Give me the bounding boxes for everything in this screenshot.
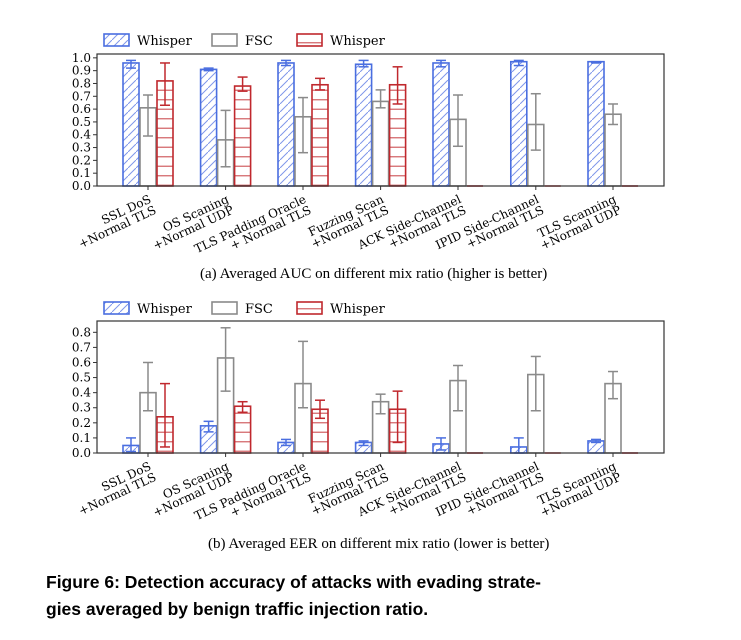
error-bar [298, 96, 308, 154]
legend-swatch [211, 33, 238, 47]
bar [587, 60, 605, 187]
error-bar [436, 437, 446, 451]
y-tick-label: 0.7 [72, 89, 91, 103]
error-bar [375, 393, 386, 415]
y-tick-label: 0.0 [72, 446, 91, 460]
legend-label: Whisper [137, 302, 193, 317]
error-bar [608, 103, 618, 126]
y-tick-label: 0.2 [72, 153, 91, 167]
error-bar [220, 327, 231, 392]
error-bar [315, 399, 325, 420]
legend-swatch [103, 33, 130, 47]
y-tick-label: 0.8 [72, 325, 91, 339]
legend-swatch [103, 301, 130, 315]
error-bar [126, 437, 136, 453]
y-tick-label: 0.5 [72, 115, 91, 129]
y-tick-label: 0.0 [72, 179, 91, 193]
bar [509, 60, 528, 187]
error-bar [315, 77, 325, 91]
error-bar [358, 59, 369, 68]
bar [371, 100, 390, 187]
error-bar [126, 59, 136, 69]
legend-item-0: Whisper [103, 33, 193, 49]
y-tick-label: 1.0 [72, 51, 91, 65]
bar [199, 68, 218, 187]
x-tick-label: TLS Scanning+Normal UDP [535, 192, 623, 253]
chart-auc: Whisper FSC Whisper0.00.10.20.30.40.50.60.… [72, 33, 665, 256]
error-bar [160, 62, 170, 107]
figure-caption-line2: gies averaged by benign traffic injectio… [46, 599, 429, 619]
legend-item-2: Whisper [296, 33, 386, 49]
legend-item-2: Whisper [296, 301, 386, 317]
y-tick-label: 0.7 [72, 340, 91, 354]
bar [311, 83, 329, 187]
error-bar [453, 364, 463, 412]
error-bar [298, 340, 308, 409]
legend-label: FSC [245, 34, 273, 49]
error-bar [237, 400, 248, 414]
bar [432, 62, 450, 187]
subcaption-b: (b) Averaged EER on different mix ratio … [208, 536, 550, 552]
error-bar [608, 370, 618, 400]
error-bar [392, 66, 403, 105]
x-tick-label: SSL DoS+Normal TLS [76, 459, 158, 518]
error-bar [591, 60, 601, 64]
y-tick-label: 0.9 [72, 64, 91, 78]
error-bar [530, 355, 541, 412]
error-bar [513, 59, 524, 67]
y-tick-label: 0.3 [72, 401, 91, 415]
legend-swatch [296, 33, 323, 47]
legend-item-1: FSC [211, 301, 273, 317]
legend-item-1: FSC [211, 33, 273, 49]
x-tick-label: SSL DoS+Normal TLS [76, 192, 158, 251]
bar [233, 85, 252, 187]
error-bar [203, 67, 214, 72]
x-tick-label: TLS Scanning+Normal UDP [535, 459, 623, 520]
y-tick-label: 0.4 [72, 386, 91, 400]
y-tick-label: 0.8 [72, 76, 91, 90]
error-bar [143, 361, 153, 412]
y-tick-label: 0.5 [72, 371, 91, 385]
error-bar [453, 94, 463, 148]
legend-label: FSC [245, 302, 273, 317]
legend-label: Whisper [137, 34, 193, 49]
legend-swatch [296, 301, 323, 315]
legend-item-0: Whisper [103, 301, 193, 317]
error-bar [436, 59, 446, 68]
error-bar [220, 109, 231, 168]
error-bar [281, 438, 291, 447]
error-bar [160, 382, 170, 448]
y-tick-label: 0.3 [72, 141, 91, 155]
bar [277, 62, 295, 187]
error-bar [358, 440, 369, 447]
bar [122, 62, 140, 187]
bar [354, 63, 373, 187]
subcaption-a: (a) Averaged AUC on different mix ratio … [200, 266, 548, 282]
y-tick-label: 0.1 [72, 431, 91, 445]
bar [233, 405, 252, 454]
error-bar [591, 438, 601, 444]
error-bar [530, 92, 541, 151]
error-bar [143, 94, 153, 137]
error-bar [375, 89, 386, 109]
y-tick-label: 0.6 [72, 355, 91, 369]
legend-label: Whisper [330, 302, 386, 317]
chart-eer: Whisper FSC Whisper0.00.10.20.30.40.50.60.… [72, 301, 665, 523]
y-tick-label: 0.1 [72, 166, 91, 180]
error-bar [203, 420, 214, 433]
y-tick-label: 0.4 [72, 128, 91, 142]
y-tick-label: 0.2 [72, 416, 91, 430]
figure-caption-line1: Figure 6: Detection accuracy of attacks … [46, 572, 542, 592]
error-bar [237, 76, 248, 92]
legend-label: Whisper [330, 34, 386, 49]
legend-swatch [211, 301, 238, 315]
error-bar [392, 390, 403, 444]
y-tick-label: 0.6 [72, 102, 91, 116]
error-bar [281, 59, 291, 67]
